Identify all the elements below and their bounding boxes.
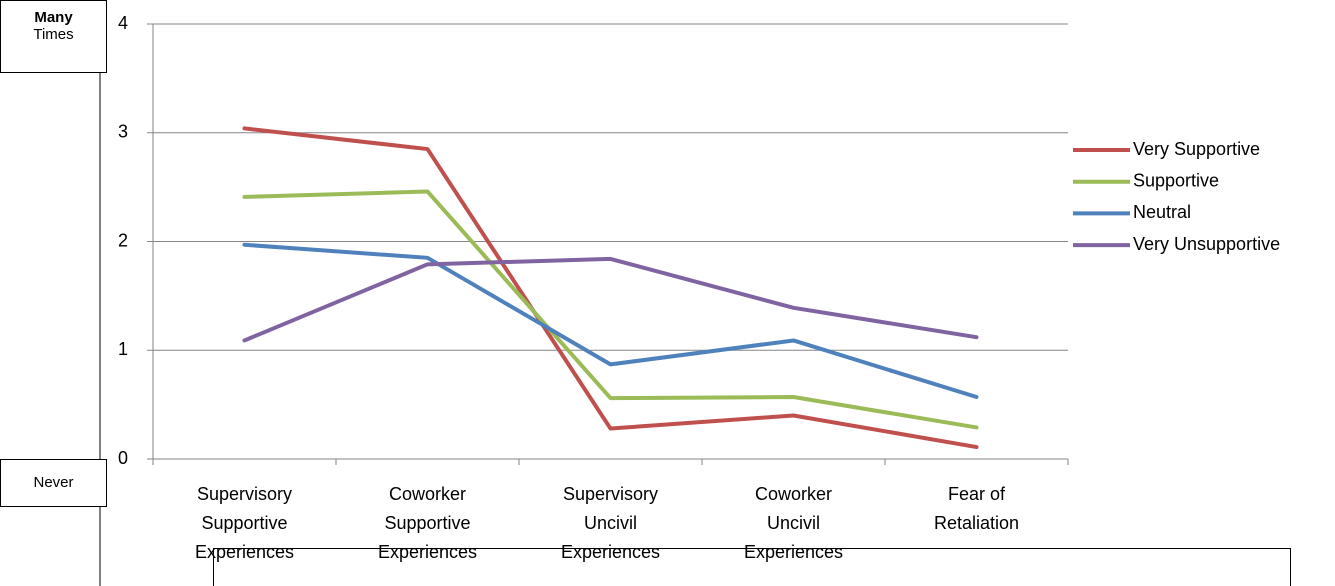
series-line <box>242 242 979 400</box>
annotation-box: Never <box>0 459 107 507</box>
x-tick-label: Coworker Uncivil Experiences <box>743 484 844 562</box>
y-tick-label: 0 <box>118 448 128 468</box>
x-tick-label: Coworker Supportive Experiences <box>377 484 478 562</box>
annotation: Times <box>33 26 74 43</box>
x-tick-label: Supervisory Supportive Experiences <box>194 484 295 562</box>
series-line <box>242 189 979 430</box>
legend-label: Supportive <box>1133 170 1219 190</box>
y-tick-label: 4 <box>118 13 128 33</box>
legend-label: Very Supportive <box>1133 139 1260 159</box>
annotation: Many <box>34 9 73 26</box>
annotation: Never <box>33 474 74 491</box>
series-line <box>242 126 979 450</box>
annotation-box: Many Times <box>0 0 107 73</box>
y-tick-label: 2 <box>118 230 128 250</box>
x-tick-label: Fear of Retaliation <box>933 484 1020 533</box>
legend-label: Neutral <box>1133 202 1191 222</box>
x-tick-label: Supervisory Uncivil Experiences <box>560 484 661 562</box>
y-tick-label: 1 <box>118 339 128 359</box>
legend-label: Very Unsupportive <box>1133 234 1280 254</box>
series-line <box>242 256 979 343</box>
y-tick-label: 3 <box>118 122 128 142</box>
note-box <box>213 548 1291 586</box>
